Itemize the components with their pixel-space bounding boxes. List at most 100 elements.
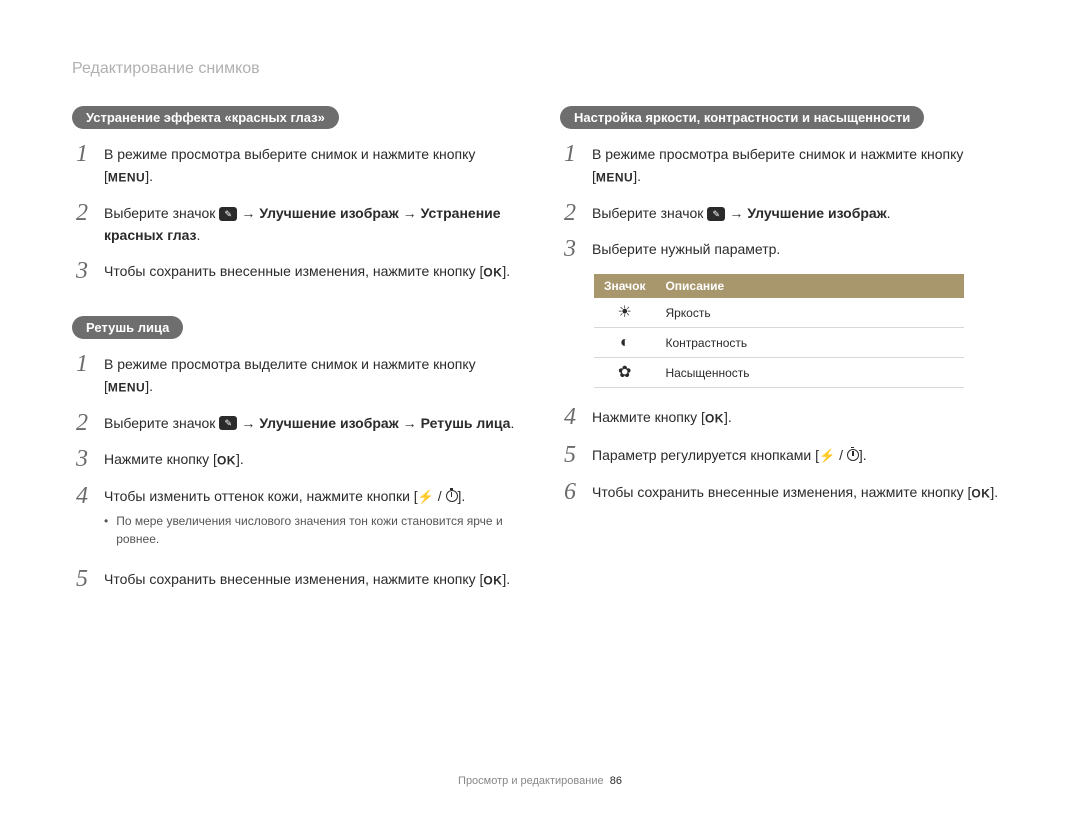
edit-mode-icon: ✎ bbox=[219, 207, 237, 221]
timer-icon bbox=[847, 449, 859, 461]
step-text: ]. bbox=[236, 451, 244, 467]
ok-button-label: OK bbox=[483, 266, 502, 280]
step-number: 5 bbox=[72, 568, 92, 590]
menu-button-label: MENU bbox=[108, 380, 145, 394]
step-text: Чтобы сохранить внесенные изменения, наж… bbox=[104, 263, 483, 279]
ok-button-label: OK bbox=[971, 486, 990, 500]
step-bold: Улучшение изображ bbox=[259, 415, 398, 431]
step-bold: Улучшение изображ bbox=[259, 205, 398, 221]
bullet-icon: • bbox=[104, 512, 108, 548]
step-body: Выберите значок ✎→Улучшение изображ→Устр… bbox=[104, 202, 520, 246]
step-body: Выберите значок ✎→Улучшение изображ. bbox=[592, 202, 1008, 224]
brightness-icon: ☀ bbox=[594, 298, 655, 328]
step-text: ]. bbox=[633, 168, 641, 184]
step-body: Нажмите кнопку [OK]. bbox=[104, 448, 520, 471]
table-header-desc: Описание bbox=[655, 274, 964, 298]
step-text: Выберите нужный параметр. bbox=[592, 241, 780, 257]
step-text: Выберите значок bbox=[104, 415, 219, 431]
step-number: 5 bbox=[560, 444, 580, 466]
step: 5 Параметр регулируется кнопками [ / ]. bbox=[560, 444, 1008, 467]
step-number: 4 bbox=[72, 485, 92, 507]
step: 2 Выберите значок ✎→Улучшение изображ→Ус… bbox=[72, 202, 520, 246]
table-cell: Яркость bbox=[655, 298, 964, 328]
step-text: . bbox=[197, 227, 201, 243]
step-text: ]. bbox=[145, 378, 153, 394]
step-number: 1 bbox=[72, 353, 92, 375]
page-footer: Просмотр и редактирование 86 bbox=[0, 775, 1080, 787]
flash-icon bbox=[418, 488, 434, 504]
step-text: . bbox=[510, 415, 514, 431]
step-body: В режиме просмотра выделите снимок и наж… bbox=[104, 353, 520, 398]
step-body: Выберите значок ✎→Улучшение изображ→Рету… bbox=[104, 412, 520, 434]
step: 3 Выберите нужный параметр. bbox=[560, 238, 1008, 260]
step-text: ]. bbox=[859, 447, 867, 463]
edit-mode-icon: ✎ bbox=[219, 416, 237, 430]
arrow-icon: → bbox=[399, 415, 421, 431]
step-body: В режиме просмотра выберите снимок и наж… bbox=[104, 143, 520, 188]
step-text: ]. bbox=[990, 484, 998, 500]
step-body: Чтобы сохранить внесенные изменения, наж… bbox=[104, 260, 520, 283]
contrast-icon: ◐ bbox=[594, 328, 655, 358]
step: 2 Выберите значок ✎→Улучшение изображ. bbox=[560, 202, 1008, 224]
step-body: Чтобы сохранить внесенные изменения, наж… bbox=[104, 568, 520, 591]
step-text: В режиме просмотра выберите снимок и наж… bbox=[592, 146, 963, 184]
step: 4 Чтобы изменить оттенок кожи, нажмите к… bbox=[72, 485, 520, 554]
step-text: Нажмите кнопку [ bbox=[104, 451, 217, 467]
step: 2 Выберите значок ✎→Улучшение изображ→Ре… bbox=[72, 412, 520, 434]
step-number: 3 bbox=[72, 260, 92, 282]
step-body: Параметр регулируется кнопками [ / ]. bbox=[592, 444, 1008, 467]
step: 1 В режиме просмотра выберите снимок и н… bbox=[560, 143, 1008, 188]
step: 1 В режиме просмотра выберите снимок и н… bbox=[72, 143, 520, 188]
saturation-icon: ✿ bbox=[594, 358, 655, 388]
step: 3 Чтобы сохранить внесенные изменения, н… bbox=[72, 260, 520, 283]
page-title: Редактирование снимков bbox=[72, 60, 1008, 78]
arrow-icon: → bbox=[237, 415, 259, 431]
parameters-table: Значок Описание ☀ Яркость ◐ Контрастност… bbox=[594, 274, 964, 388]
ok-button-label: OK bbox=[705, 412, 724, 426]
step-text: Параметр регулируется кнопками [ bbox=[592, 447, 819, 463]
table-header-icon: Значок bbox=[594, 274, 655, 298]
table-cell: Насыщенность bbox=[655, 358, 964, 388]
edit-mode-icon: ✎ bbox=[707, 207, 725, 221]
right-column: Настройка яркости, контрастности и насыщ… bbox=[560, 106, 1008, 605]
step-body: Нажмите кнопку [OK]. bbox=[592, 406, 1008, 429]
timer-icon bbox=[446, 490, 458, 502]
step-note: • По мере увеличения числового значения … bbox=[104, 512, 520, 548]
step-text: Чтобы сохранить внесенные изменения, наж… bbox=[104, 571, 483, 587]
step-number: 3 bbox=[560, 238, 580, 260]
heading-face-retouch: Ретушь лица bbox=[72, 316, 183, 339]
step-body: Чтобы изменить оттенок кожи, нажмите кно… bbox=[104, 485, 520, 554]
step-text: ]. bbox=[502, 263, 510, 279]
step-number: 6 bbox=[560, 481, 580, 503]
heading-brightness-contrast: Настройка яркости, контрастности и насыщ… bbox=[560, 106, 924, 129]
step-text: ]. bbox=[458, 488, 466, 504]
ok-button-label: OK bbox=[483, 573, 502, 587]
flash-icon bbox=[819, 447, 835, 463]
step-body: Выберите нужный параметр. bbox=[592, 238, 1008, 260]
ok-button-label: OK bbox=[217, 453, 236, 467]
arrow-icon: → bbox=[237, 205, 259, 221]
step-text: Выберите значок bbox=[592, 205, 707, 221]
table-row: ☀ Яркость bbox=[594, 298, 964, 328]
footer-page-number: 86 bbox=[610, 775, 622, 787]
step: 6 Чтобы сохранить внесенные изменения, н… bbox=[560, 481, 1008, 504]
step-text: . bbox=[887, 205, 891, 221]
arrow-icon: → bbox=[399, 205, 421, 221]
menu-button-label: MENU bbox=[108, 170, 145, 184]
step: 1 В режиме просмотра выделите снимок и н… bbox=[72, 353, 520, 398]
footer-text: Просмотр и редактирование bbox=[458, 775, 604, 787]
step: 4 Нажмите кнопку [OK]. bbox=[560, 406, 1008, 429]
step-number: 2 bbox=[72, 412, 92, 434]
step-bold: Ретушь лица bbox=[421, 415, 511, 431]
step-text: Чтобы сохранить внесенные изменения, наж… bbox=[592, 484, 971, 500]
step-bold: Улучшение изображ bbox=[747, 205, 886, 221]
content-columns: Устранение эффекта «красных глаз» 1 В ре… bbox=[72, 106, 1008, 605]
step-text: ]. bbox=[145, 168, 153, 184]
step-number: 1 bbox=[72, 143, 92, 165]
arrow-icon: → bbox=[725, 205, 747, 221]
step-number: 3 bbox=[72, 448, 92, 470]
left-column: Устранение эффекта «красных глаз» 1 В ре… bbox=[72, 106, 520, 605]
step-number: 2 bbox=[560, 202, 580, 224]
step-text: В режиме просмотра выделите снимок и наж… bbox=[104, 356, 476, 394]
step: 5 Чтобы сохранить внесенные изменения, н… bbox=[72, 568, 520, 591]
